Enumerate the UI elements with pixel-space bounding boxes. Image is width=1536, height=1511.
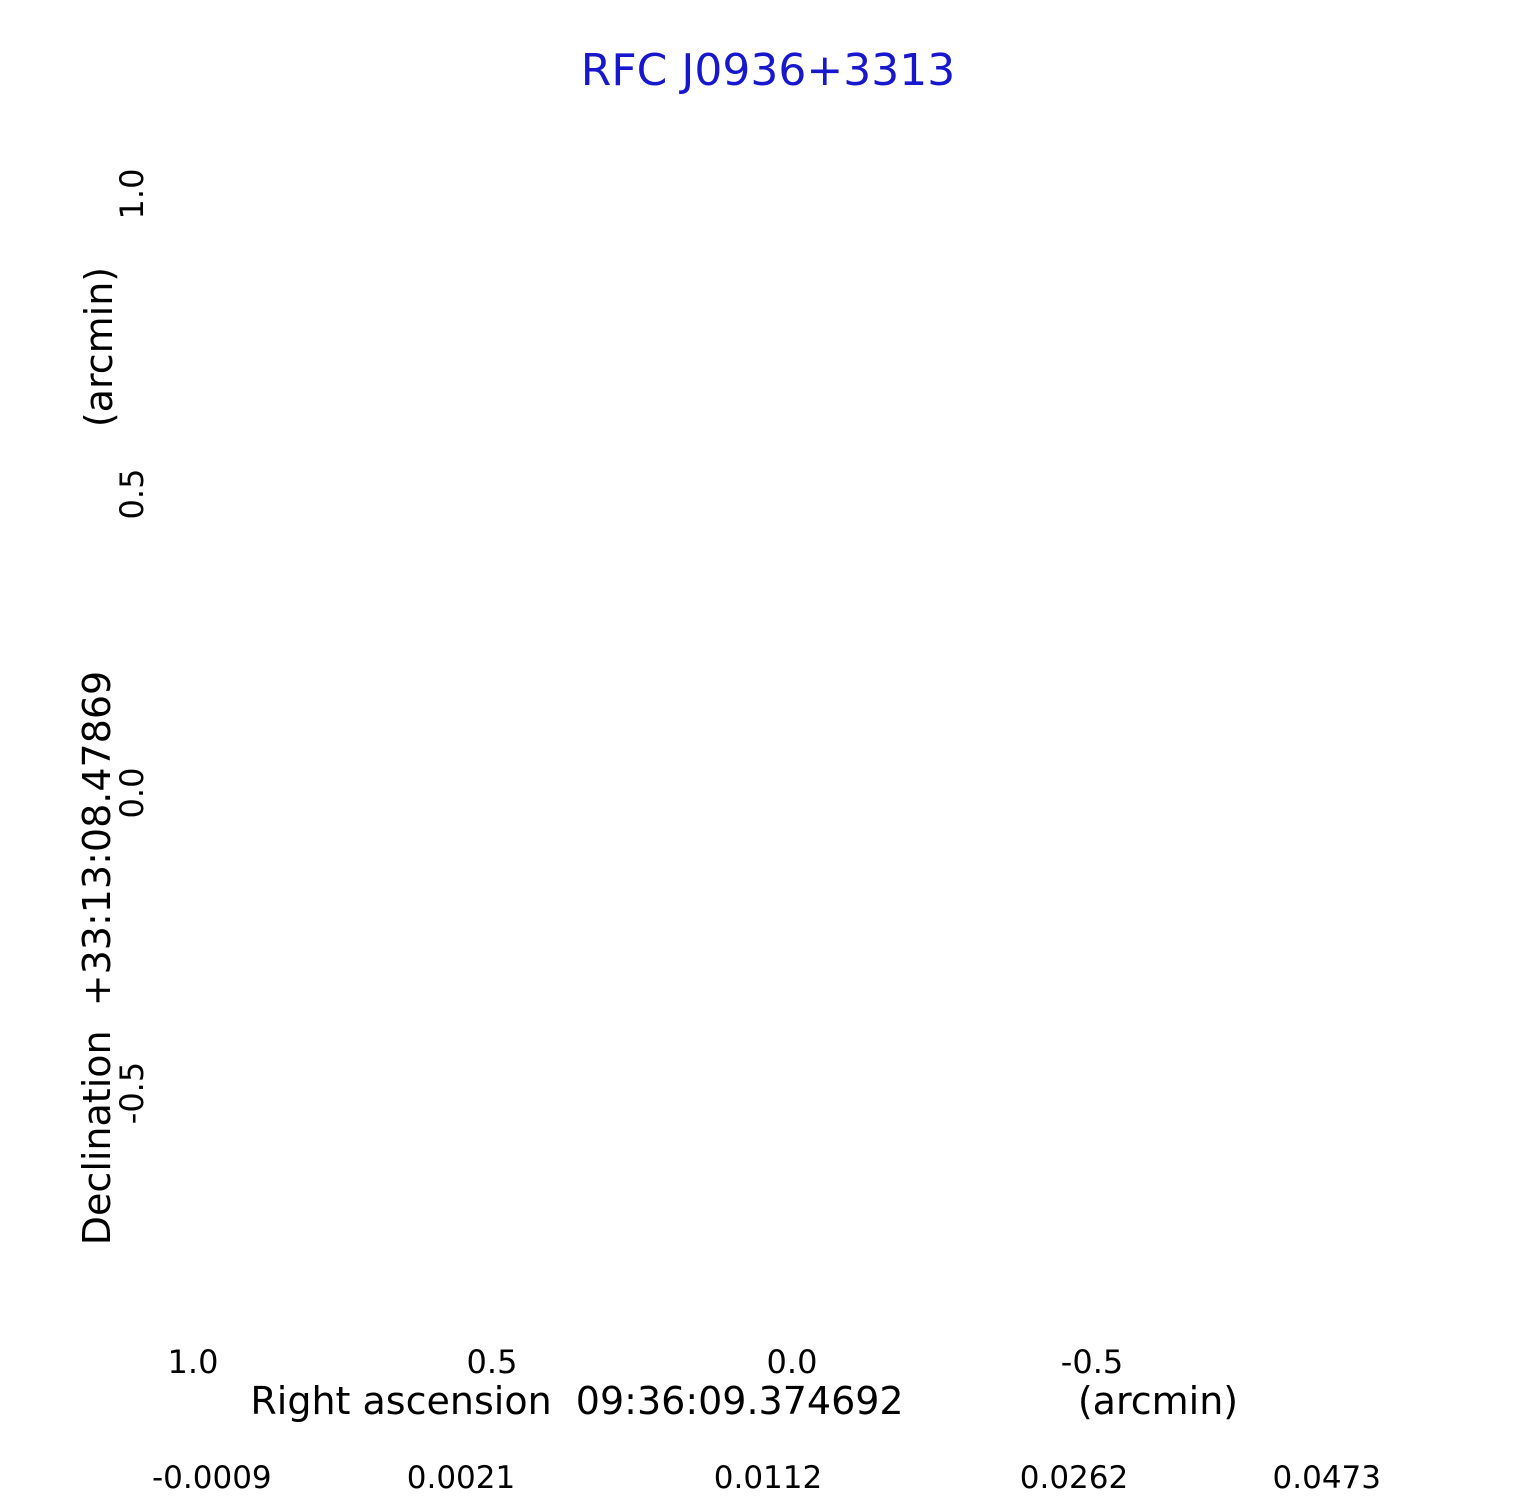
fits-image-viewer: RFC J0936+3313 (arcmin) Declination +33:… xyxy=(0,0,1536,1511)
image-canvas[interactable] xyxy=(0,0,1536,1511)
